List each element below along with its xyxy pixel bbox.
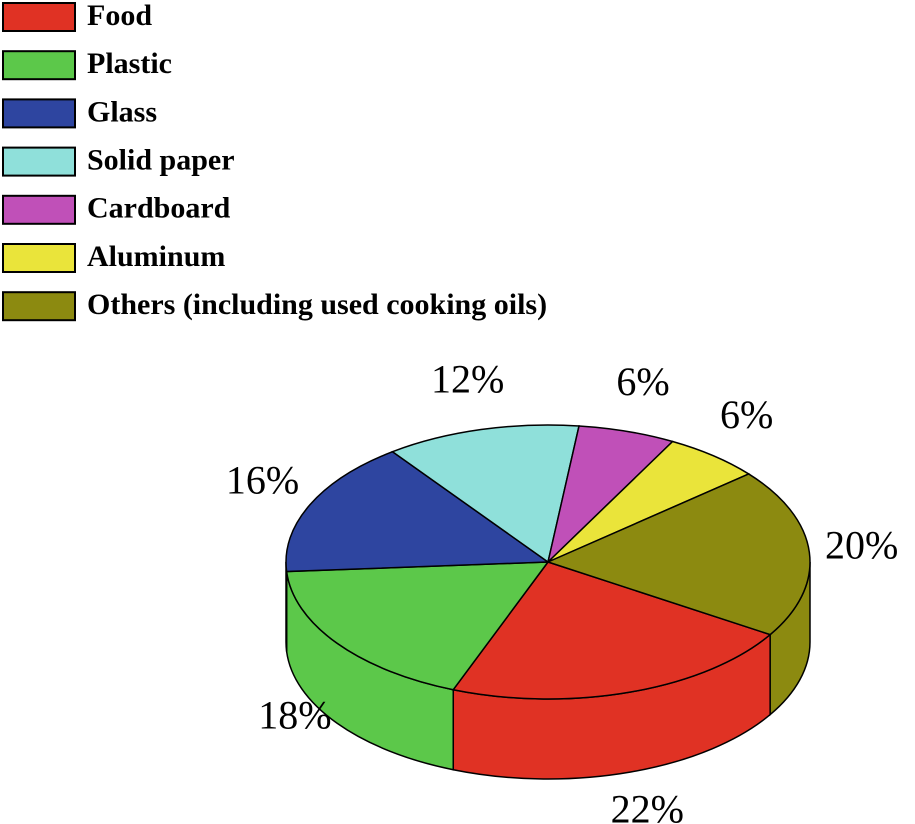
legend-label: Solid paper (87, 143, 235, 176)
value-label: 20% (825, 522, 898, 567)
legend-swatch (2, 291, 76, 322)
pie-slice (545, 473, 811, 636)
value-label: 16% (226, 458, 299, 503)
legend-label: Glass (87, 95, 157, 128)
legend-label: Aluminum (87, 240, 225, 273)
pie-slice (285, 450, 551, 573)
legend-label: Food (87, 0, 152, 32)
legend-swatch (2, 50, 76, 81)
value-label: 12% (431, 356, 504, 401)
legend-label: Plastic (87, 47, 172, 80)
value-label: 6% (720, 392, 773, 437)
pie-tops (285, 424, 811, 700)
value-label: 6% (616, 359, 669, 404)
pie-slice (390, 424, 580, 564)
legend-swatch (2, 98, 76, 129)
legend-label: Others (including used cooking oils) (87, 288, 547, 321)
pie-slice (451, 561, 772, 700)
legend-swatch (2, 194, 76, 225)
legend-swatch (2, 2, 76, 32)
legend-label: Cardboard (87, 192, 231, 225)
value-label: 22% (611, 787, 684, 824)
legend-swatch (2, 146, 76, 177)
value-label: 18% (258, 692, 331, 737)
legend-swatch (2, 243, 76, 273)
pie-slice (285, 561, 550, 691)
